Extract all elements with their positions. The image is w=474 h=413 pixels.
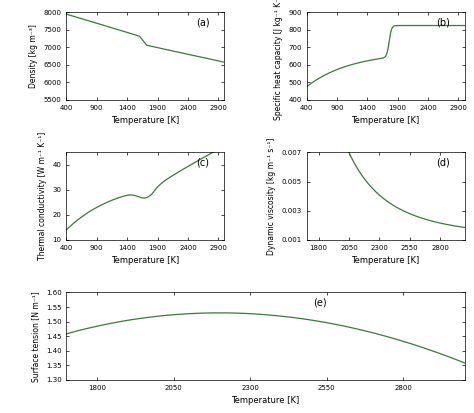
Text: (e): (e) — [313, 298, 327, 308]
Y-axis label: Surface tension [N m⁻¹]: Surface tension [N m⁻¹] — [31, 291, 40, 382]
X-axis label: Temperature [K]: Temperature [K] — [111, 256, 180, 265]
Y-axis label: Density [kg m⁻³]: Density [kg m⁻³] — [29, 24, 38, 88]
Text: (d): (d) — [436, 157, 450, 168]
Y-axis label: Thermal conductivity [W m⁻¹ K⁻¹]: Thermal conductivity [W m⁻¹ K⁻¹] — [38, 132, 47, 260]
Text: (c): (c) — [196, 157, 209, 168]
Text: (a): (a) — [196, 17, 210, 28]
Y-axis label: Dynamic viscosity [kg m⁻¹ s⁻¹]: Dynamic viscosity [kg m⁻¹ s⁻¹] — [267, 138, 276, 255]
Text: (b): (b) — [436, 17, 450, 28]
X-axis label: Temperature [K]: Temperature [K] — [111, 116, 180, 125]
X-axis label: Temperature [K]: Temperature [K] — [351, 256, 419, 265]
Y-axis label: Specific heat capacity [J kg⁻¹ K⁻¹]: Specific heat capacity [J kg⁻¹ K⁻¹] — [273, 0, 283, 120]
X-axis label: Temperature [K]: Temperature [K] — [231, 396, 300, 406]
X-axis label: Temperature [K]: Temperature [K] — [351, 116, 419, 125]
